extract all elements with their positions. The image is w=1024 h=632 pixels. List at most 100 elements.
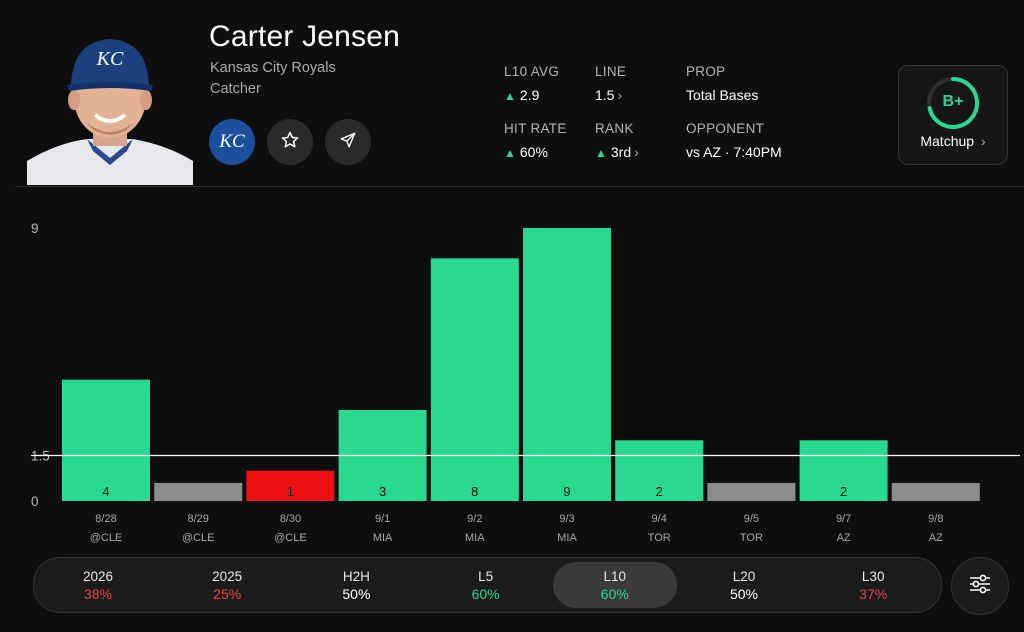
bar-value-label: 2 bbox=[656, 484, 663, 499]
tab-label: H2H bbox=[342, 569, 370, 584]
tab-value: 50% bbox=[729, 586, 759, 602]
x-tick-date: 9/7 bbox=[836, 513, 851, 525]
x-tick-date: 8/29 bbox=[187, 513, 208, 525]
stat-label: OPPONENT bbox=[686, 121, 765, 136]
bar-9-4 bbox=[615, 440, 704, 501]
range-tabs: 2026 38% 2025 25% H2H 50% L5 60% L10 60% L20 50% L30… bbox=[33, 557, 942, 613]
stat-value: 60% bbox=[519, 144, 548, 160]
trend-up-icon: ▲ bbox=[504, 89, 516, 103]
bar-value-label: 9 bbox=[563, 484, 570, 499]
x-tick-opponent: TOR bbox=[648, 532, 671, 544]
bar-8-30 bbox=[246, 470, 335, 501]
y-tick-label: 9 bbox=[31, 221, 39, 236]
tab-value: 38% bbox=[83, 586, 113, 602]
x-tick-opponent: @CLE bbox=[274, 532, 307, 544]
favorite-button[interactable] bbox=[267, 119, 313, 165]
player-name: Carter Jensen bbox=[209, 20, 401, 53]
tab-label: 2026 bbox=[82, 569, 114, 584]
trend-up-icon: ▲ bbox=[595, 146, 607, 160]
x-tick-opponent: @CLE bbox=[182, 532, 215, 544]
matchup-label: Matchup bbox=[920, 133, 975, 149]
team-logo[interactable]: KC bbox=[209, 119, 255, 165]
filter-button[interactable] bbox=[951, 557, 1009, 615]
team-logo-text: KC bbox=[219, 131, 245, 152]
bar-8-28 bbox=[62, 379, 150, 501]
bar-9-3 bbox=[523, 228, 611, 501]
x-tick-date: 9/5 bbox=[744, 513, 759, 525]
tab-value: 37% bbox=[859, 586, 888, 602]
bar-chart: 91.5048/28@CLE8/29@CLE18/30@CLE39/1MIA89… bbox=[31, 221, 1020, 544]
tab-l5[interactable]: L5 60% bbox=[424, 562, 548, 608]
x-tick-opponent: AZ bbox=[929, 532, 943, 544]
tab-value: 60% bbox=[471, 586, 500, 602]
grade-ring-icon bbox=[927, 77, 979, 129]
tab-2025[interactable]: 2025 25% bbox=[165, 562, 289, 608]
chevron-right-icon: › bbox=[617, 87, 623, 103]
x-tick-date: 9/2 bbox=[467, 513, 482, 525]
stat-value: 3rd bbox=[610, 144, 632, 160]
chevron-right-icon: › bbox=[980, 133, 986, 149]
tab-label: L30 bbox=[861, 569, 885, 584]
trend-up-icon: ▲ bbox=[504, 146, 516, 160]
tab-value: 60% bbox=[600, 586, 629, 602]
y-tick-label: 0 bbox=[31, 494, 39, 509]
x-tick-date: 9/8 bbox=[928, 513, 943, 525]
x-tick-date: 9/4 bbox=[652, 513, 667, 525]
tab-label: L20 bbox=[732, 569, 756, 584]
stat-hit-rate: HIT RATE ▲ 60% bbox=[504, 121, 567, 160]
player-position: Catcher bbox=[210, 81, 261, 97]
stat-value: Total Bases bbox=[686, 87, 759, 103]
stat-rank[interactable]: RANK ▲ 3rd › bbox=[595, 121, 639, 160]
tab-l10[interactable]: L10 60% bbox=[552, 562, 677, 608]
star-icon bbox=[280, 130, 300, 155]
bar-9-2 bbox=[430, 258, 519, 501]
header-divider bbox=[15, 186, 1024, 187]
bar-value-label: 8 bbox=[471, 484, 478, 499]
stat-prop: PROP Total Bases bbox=[686, 64, 758, 103]
tab-2026[interactable]: 2026 38% bbox=[36, 562, 160, 608]
stat-value: vs AZ · 7:40PM bbox=[686, 144, 782, 160]
bar-value-label: 2 bbox=[840, 484, 847, 499]
stat-label: HIT RATE bbox=[504, 121, 567, 136]
stat-label: PROP bbox=[686, 64, 726, 79]
stat-opponent: OPPONENT vs AZ · 7:40PM bbox=[686, 121, 782, 160]
sliders-icon bbox=[969, 574, 991, 599]
stat-value: 1.5 bbox=[595, 87, 615, 103]
stat-label: L10 AVG bbox=[504, 64, 560, 79]
x-tick-date: 8/30 bbox=[280, 513, 301, 525]
stat-label: LINE bbox=[595, 64, 627, 79]
bar-8-29 bbox=[154, 483, 243, 501]
stat-value: 2.9 bbox=[519, 87, 540, 103]
tab-label: L5 bbox=[478, 569, 494, 584]
matchup-button[interactable]: B+ Matchup › bbox=[898, 65, 1008, 165]
tab-value: 50% bbox=[342, 586, 371, 602]
stat-l10-avg: L10 AVG ▲ 2.9 bbox=[504, 64, 559, 103]
player-team: Kansas City Royals bbox=[210, 60, 336, 76]
tab-l30[interactable]: L30 37% bbox=[811, 562, 935, 608]
bar-value-label: 4 bbox=[102, 484, 109, 499]
tab-l20[interactable]: L20 50% bbox=[682, 562, 806, 608]
x-tick-date: 9/3 bbox=[559, 513, 574, 525]
tab-label: 2025 bbox=[212, 569, 243, 584]
tab-label: L10 bbox=[603, 569, 627, 584]
bar-value-label: 3 bbox=[379, 484, 386, 499]
stat-line[interactable]: LINE 1.5 › bbox=[595, 64, 626, 103]
x-tick-opponent: MIA bbox=[373, 532, 393, 544]
x-tick-opponent: MIA bbox=[557, 532, 577, 544]
stat-label: RANK bbox=[595, 121, 634, 136]
bar-value-label: 1 bbox=[287, 484, 294, 499]
x-tick-date: 8/28 bbox=[95, 513, 116, 525]
player-photo: KC bbox=[27, 33, 193, 185]
tab-h2h[interactable]: H2H 50% bbox=[294, 562, 418, 608]
x-tick-opponent: MIA bbox=[465, 532, 485, 544]
bar-9-8 bbox=[891, 483, 980, 501]
x-tick-opponent: TOR bbox=[740, 532, 763, 544]
svg-text:KC: KC bbox=[96, 48, 124, 70]
chevron-right-icon: › bbox=[634, 144, 639, 160]
x-tick-date: 9/1 bbox=[375, 513, 390, 525]
tab-value: 25% bbox=[213, 586, 242, 602]
x-tick-opponent: @CLE bbox=[90, 532, 123, 544]
send-icon bbox=[339, 131, 357, 154]
share-button[interactable] bbox=[325, 119, 371, 165]
matchup-grade: B+ bbox=[942, 93, 964, 110]
